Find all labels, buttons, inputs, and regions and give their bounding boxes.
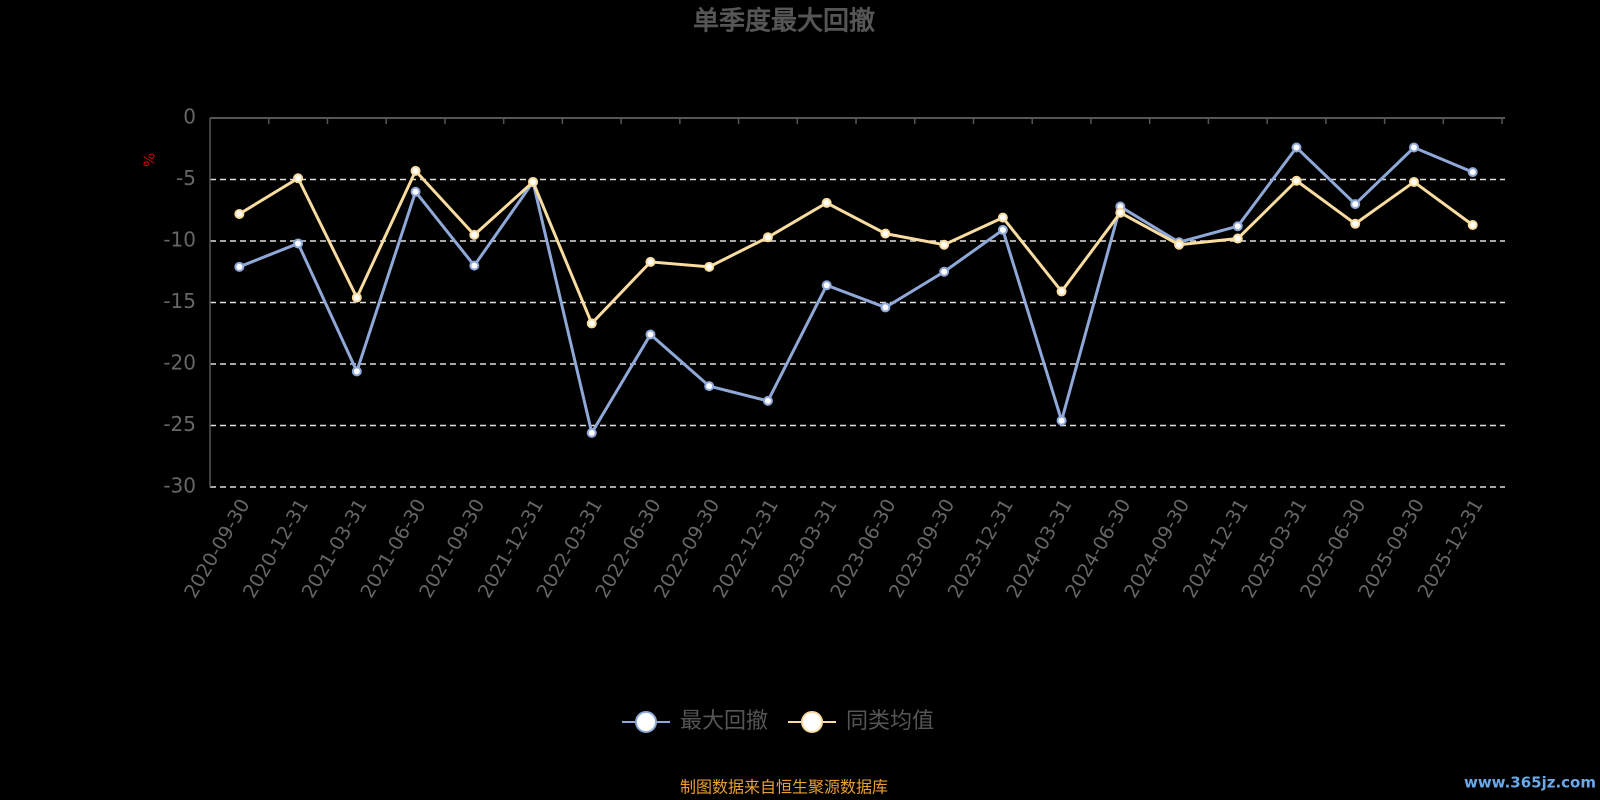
chart-title: 单季度最大回撤 [693,6,875,37]
watermark: www.365jz.com [1464,774,1596,792]
data-point [410,186,421,197]
data-point [997,224,1008,235]
data-point [586,318,597,329]
data-point [645,256,656,267]
data-point [1350,218,1361,229]
data-point [1408,176,1419,187]
y-axis-label: % [141,153,159,167]
data-point [586,427,597,438]
data-point [645,329,656,340]
data-point [410,165,421,176]
data-point [1115,207,1126,218]
data-point [1232,233,1243,244]
data-point [1408,142,1419,153]
data-point [1291,142,1302,153]
data-point [1174,239,1185,250]
data-point [939,239,950,250]
data-point [528,176,539,187]
data-point [1291,175,1302,186]
data-point [880,228,891,239]
series-line [238,168,1474,327]
data-point [469,229,480,240]
data-point [704,261,715,272]
data-point [234,261,245,272]
data-point [351,292,362,303]
data-point [1467,220,1478,231]
y-tick-label: -5 [176,166,196,190]
y-tick-label: -15 [163,289,196,313]
data-point [762,395,773,406]
data-point [293,238,304,249]
series-line [238,145,1474,437]
legend-label[interactable]: 同类均值 [846,709,934,734]
y-tick-label: -25 [163,412,196,436]
data-point [821,197,832,208]
source-note: 制图数据来自恒生聚源数据库 [680,778,888,797]
data-point [704,381,715,392]
y-tick-label: 0 [183,105,196,129]
data-point [997,212,1008,223]
data-point [351,366,362,377]
legend-marker[interactable] [801,711,824,733]
data-point [1350,199,1361,210]
data-point [821,280,832,291]
data-point [469,260,480,271]
data-point [234,208,245,219]
legend-label[interactable]: 最大回撤 [680,709,768,734]
data-point [762,232,773,243]
data-point [1232,221,1243,232]
legend-marker[interactable] [635,711,657,733]
data-point [1467,167,1478,178]
data-point [880,302,891,313]
y-tick-label: -30 [163,474,196,498]
data-point [1056,286,1067,297]
y-tick-label: -10 [163,228,196,252]
data-point [1056,415,1067,426]
data-point [293,173,304,184]
data-point [939,266,950,277]
y-tick-label: -20 [163,351,196,375]
